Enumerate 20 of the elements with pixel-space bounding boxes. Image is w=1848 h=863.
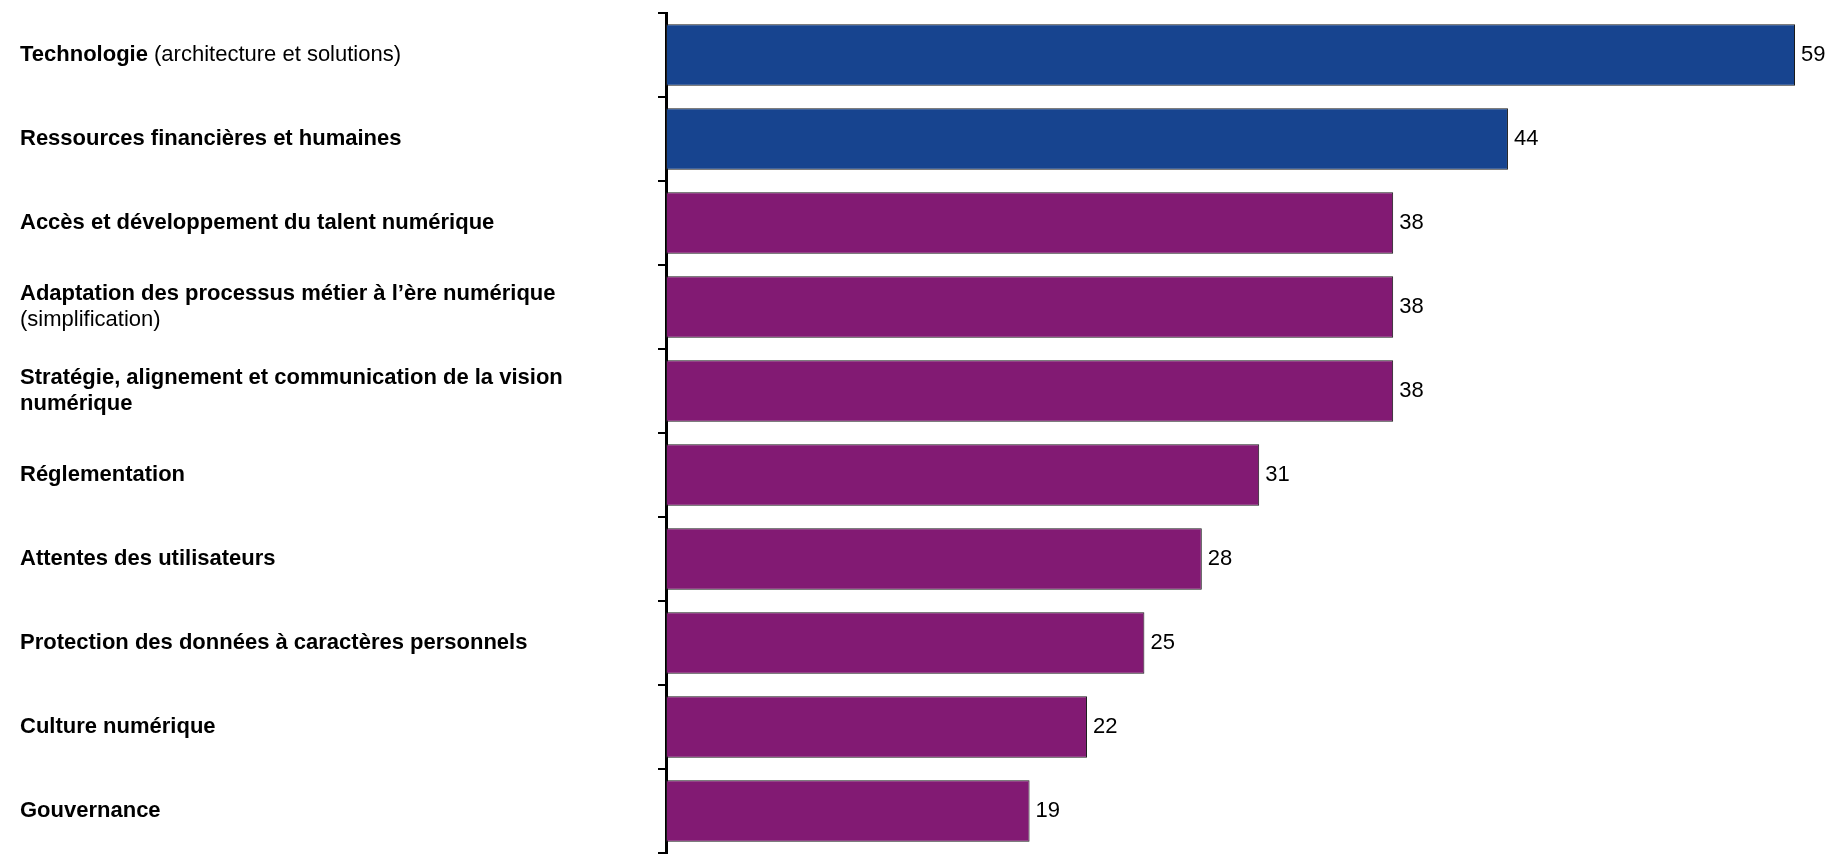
y-tick-label: Attentes des utilisateurs bbox=[20, 545, 276, 571]
y-tick-label: Protection des données à caractères personnels bbox=[20, 629, 528, 655]
y-tick-label: Accès et développement du talent numérique bbox=[20, 209, 495, 235]
y-tick-label: Ressources financières et humaines bbox=[20, 125, 402, 151]
data-label: 59 bbox=[1801, 41, 1826, 67]
data-label: 44 bbox=[1513, 125, 1539, 151]
y-tick-label: Culture numérique bbox=[20, 713, 216, 739]
category-label: Stratégie, alignement et communication de la vision numérique bbox=[20, 364, 563, 416]
data-label: 38 bbox=[1399, 209, 1424, 235]
data-label: 19 bbox=[1035, 797, 1061, 823]
y-tick-label: Réglementation bbox=[20, 461, 186, 487]
y-tick-label: Technologie (architecture et solutions) bbox=[20, 41, 402, 67]
y-tick-label: Gouvernance bbox=[20, 797, 161, 823]
data-label: 38 bbox=[1399, 377, 1424, 403]
data-label: 38 bbox=[1399, 293, 1424, 319]
data-label: 25 bbox=[1150, 629, 1175, 655]
data-label: 22 bbox=[1092, 713, 1118, 739]
data-label: 31 bbox=[1265, 461, 1290, 487]
data-label: 28 bbox=[1207, 545, 1233, 571]
category-label: Adaptation des processus métier à l’ère numérique (simplification) bbox=[20, 280, 556, 332]
